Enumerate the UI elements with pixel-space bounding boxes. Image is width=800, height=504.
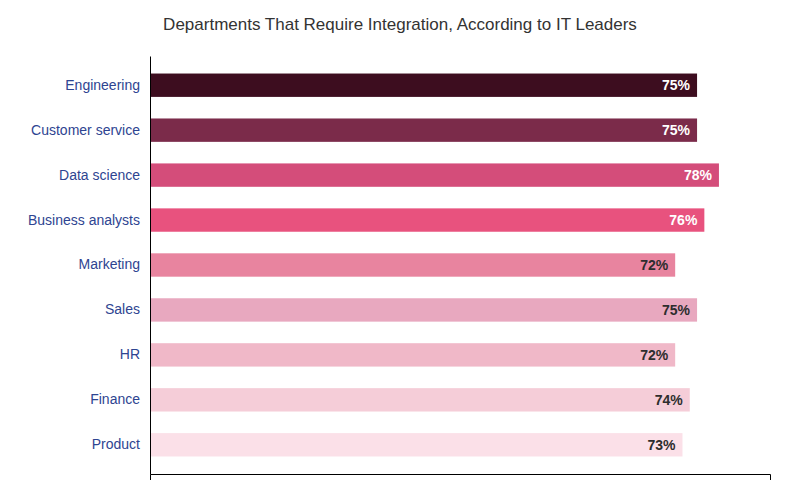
bar bbox=[150, 253, 675, 276]
y-tick: Business analysts bbox=[28, 212, 150, 228]
y-tick: Customer service bbox=[31, 122, 150, 138]
y-tick: Engineering bbox=[65, 77, 150, 93]
y-tick: HR bbox=[120, 346, 150, 362]
data-label: 78% bbox=[684, 167, 713, 183]
y-tick: Product bbox=[92, 436, 150, 452]
y-tick: Data science bbox=[59, 167, 150, 183]
y-tick: Sales bbox=[105, 301, 150, 317]
bar bbox=[150, 118, 697, 141]
y-tick-label: Customer service bbox=[31, 122, 140, 138]
data-label: 74% bbox=[655, 392, 684, 408]
data-label: 75% bbox=[662, 77, 691, 93]
title: Departments That Require Integration, Ac… bbox=[163, 15, 637, 34]
data-labels: 75% 75% 78% 76% 72% 75% 72% 74% 73% bbox=[640, 77, 712, 453]
data-label: 75% bbox=[662, 302, 691, 318]
data-label: 73% bbox=[647, 437, 676, 453]
y-axis-line bbox=[150, 57, 151, 475]
bars bbox=[150, 74, 719, 457]
x-axis-line bbox=[151, 475, 771, 481]
bar bbox=[150, 298, 697, 321]
y-tick: Marketing bbox=[79, 256, 150, 272]
bar bbox=[150, 163, 719, 186]
bar bbox=[150, 208, 704, 231]
bar bbox=[150, 433, 682, 456]
y-tick-label: Sales bbox=[105, 301, 140, 317]
data-label: 76% bbox=[669, 212, 698, 228]
y-tick-label: Product bbox=[92, 436, 140, 452]
y-tick-label: Engineering bbox=[65, 77, 140, 93]
bar bbox=[150, 388, 690, 411]
data-label: 72% bbox=[640, 347, 669, 363]
data-label: 75% bbox=[662, 122, 691, 138]
y-tick-label: Marketing bbox=[79, 256, 140, 272]
plot: 75% 75% 78% 76% 72% 75% 72% 74% 73% Engineering Cu… bbox=[28, 57, 771, 481]
y-tick-label: Business analysts bbox=[28, 212, 140, 228]
y-axis: Engineering Customer service Data science B… bbox=[28, 57, 151, 475]
x-axis bbox=[151, 475, 771, 481]
data-label: 72% bbox=[640, 257, 669, 273]
y-tick: Finance bbox=[90, 391, 150, 407]
y-tick-label: Data science bbox=[59, 167, 140, 183]
y-tick-label: HR bbox=[120, 346, 140, 362]
bar bbox=[150, 74, 697, 97]
chart: Departments That Require Integration, Ac… bbox=[0, 0, 800, 504]
bar bbox=[150, 343, 675, 366]
y-tick-label: Finance bbox=[90, 391, 140, 407]
